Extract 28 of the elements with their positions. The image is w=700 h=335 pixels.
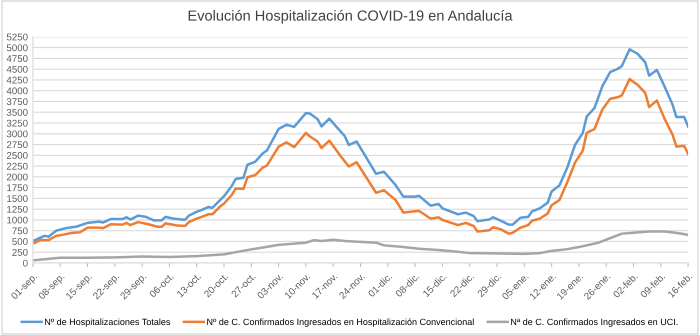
y-tick-label: 2000	[6, 174, 28, 180]
y-tick-label: 500	[12, 238, 28, 246]
legend-label: Nº de C. Confirmados Ingresados en Hospitalización Convencional	[207, 318, 474, 327]
y-tick-label: 4500	[6, 66, 28, 73]
y-tick-label: 0	[23, 260, 28, 267]
y-tick-label: 4250	[6, 76, 28, 84]
y-tick-label: 1250	[7, 206, 28, 213]
y-tick-label: 3250	[6, 120, 28, 127]
y-tick-label: 750	[12, 227, 28, 234]
legend-label: Nº de Hospitalizaciones Totales	[45, 318, 170, 327]
line-series	[32, 78, 688, 245]
y-tick-label: 1500	[7, 195, 28, 202]
y-tick-label: 1000	[7, 216, 28, 224]
y-tick-label: 250	[12, 248, 28, 256]
y-tick-label: 3750	[6, 98, 28, 106]
y-tick-label: 2250	[6, 162, 28, 170]
y-tick-label: 3000	[6, 130, 28, 138]
chart-title: Evolución Hospitalización COVID-19 en Andalucía	[188, 10, 513, 24]
y-tick-label: 5250	[6, 34, 28, 40]
y-tick-label: 1750	[7, 184, 28, 192]
y-tick-label: 3500	[6, 108, 28, 116]
y-tick-label: 2750	[6, 141, 28, 148]
line-series	[32, 48, 688, 242]
y-tick-label: 2500	[6, 152, 28, 159]
legend-label: Nª de C. Confirmados Ingresados en UCI.	[511, 318, 678, 327]
y-tick-label: 4000	[6, 87, 28, 94]
y-tick-label: 4750	[6, 55, 28, 62]
y-tick-label: 5000	[6, 44, 28, 52]
